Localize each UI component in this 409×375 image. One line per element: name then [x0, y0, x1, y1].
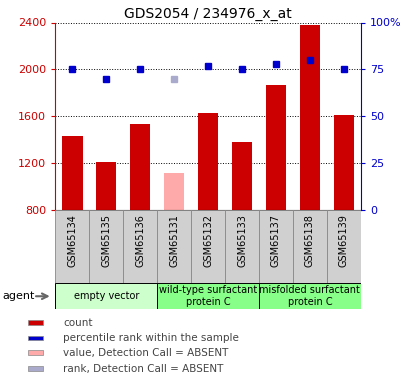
Text: GSM65137: GSM65137 [270, 214, 280, 267]
Text: count: count [63, 318, 92, 328]
Bar [96, 162, 116, 210]
Text: agent: agent [3, 291, 35, 301]
Text: misfolded surfactant
protein C: misfolded surfactant protein C [259, 285, 360, 307]
Bar [55, 210, 89, 283]
Title: GDS2054 / 234976_x_at: GDS2054 / 234976_x_at [124, 8, 291, 21]
Bar [326, 210, 360, 283]
Text: GSM65134: GSM65134 [67, 214, 77, 267]
Text: GSM65132: GSM65132 [202, 214, 213, 267]
Text: GSM65135: GSM65135 [101, 214, 111, 267]
Bar [28, 336, 43, 340]
Bar [258, 283, 360, 309]
Text: GSM65131: GSM65131 [169, 214, 179, 267]
Text: value, Detection Call = ABSENT: value, Detection Call = ABSENT [63, 348, 228, 358]
Bar [89, 210, 123, 283]
Text: GSM65136: GSM65136 [135, 214, 145, 267]
Bar [130, 124, 150, 210]
Bar [292, 210, 326, 283]
Bar [333, 115, 353, 210]
Bar [231, 142, 252, 210]
Bar [191, 210, 225, 283]
Bar [123, 210, 157, 283]
Bar [157, 283, 258, 309]
Text: empty vector: empty vector [73, 291, 139, 301]
Bar [28, 366, 43, 371]
Bar [225, 210, 258, 283]
Text: GSM65133: GSM65133 [236, 214, 246, 267]
Bar [299, 25, 319, 210]
Bar [28, 351, 43, 355]
Text: GSM65138: GSM65138 [304, 214, 314, 267]
Text: GSM65139: GSM65139 [338, 214, 348, 267]
Bar [62, 136, 82, 210]
Bar [265, 85, 285, 210]
Bar [55, 283, 157, 309]
Bar [164, 172, 184, 210]
Text: wild-type surfactant
protein C: wild-type surfactant protein C [159, 285, 256, 307]
Bar [258, 210, 292, 283]
Bar [28, 321, 43, 325]
Bar [198, 113, 218, 210]
Bar [157, 210, 191, 283]
Text: percentile rank within the sample: percentile rank within the sample [63, 333, 238, 343]
Text: rank, Detection Call = ABSENT: rank, Detection Call = ABSENT [63, 364, 223, 374]
